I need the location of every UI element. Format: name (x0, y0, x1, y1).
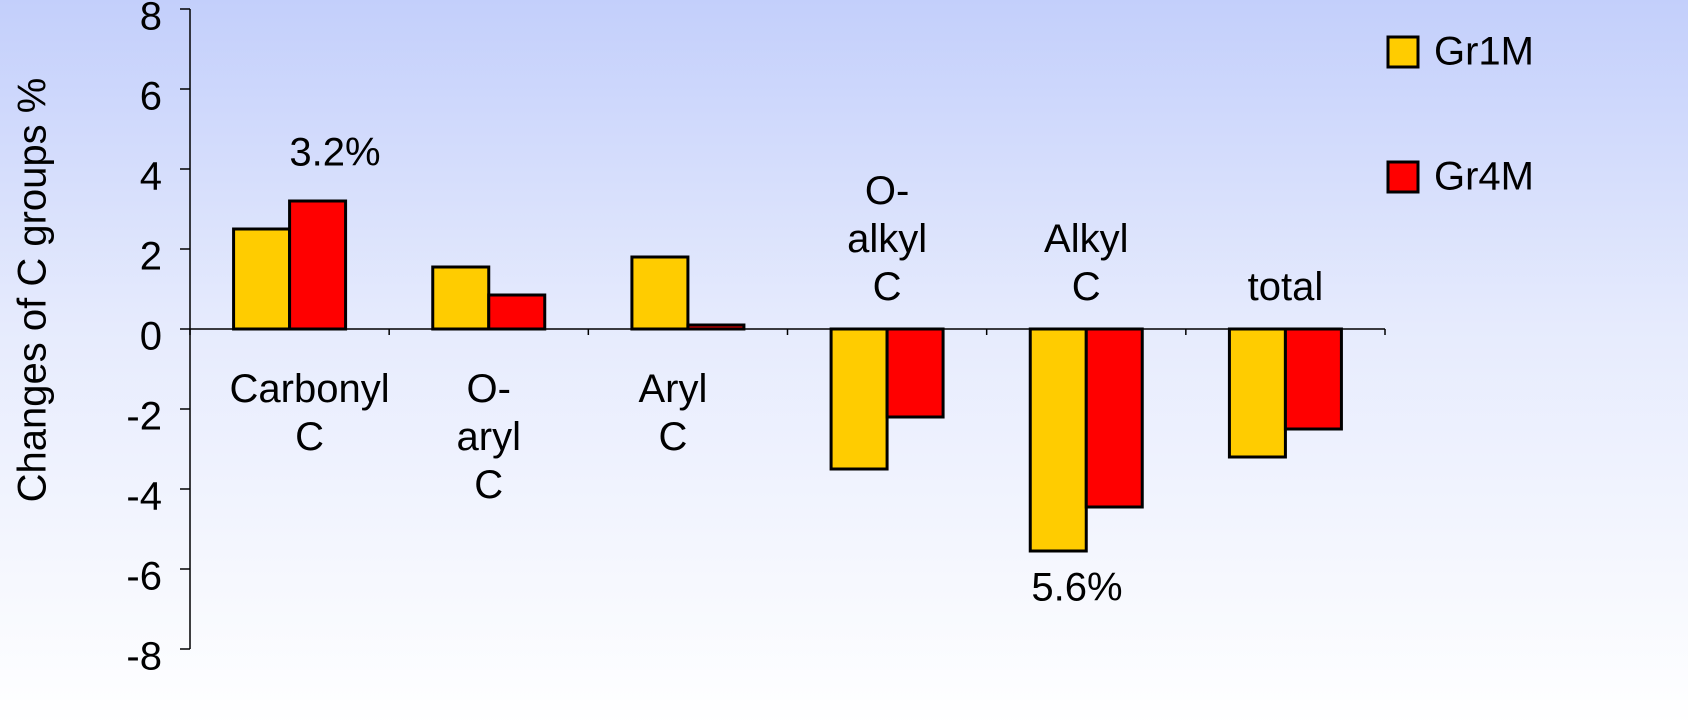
bar (232, 227, 292, 331)
x-tick-label: O-aryl C (456, 367, 521, 507)
y-tick-label: -4 (126, 475, 162, 519)
x-tick-label: Carbonyl C (229, 367, 390, 459)
y-tick-label: 8 (140, 0, 162, 39)
x-tick-label: total (1247, 265, 1324, 309)
annotation: 3.2% (289, 131, 380, 175)
legend-swatch (1386, 160, 1420, 194)
y-tick-label: 0 (140, 315, 162, 359)
annotation: 5.6% (1031, 566, 1122, 610)
legend-label: Gr4M (1434, 155, 1534, 199)
x-tick-label: O-alkyl C (847, 169, 928, 309)
bar (431, 265, 491, 331)
y-tick-label: -6 (126, 555, 162, 599)
bar (1227, 327, 1287, 459)
bar (1283, 327, 1343, 431)
y-tick-label: 2 (140, 235, 162, 279)
bar (487, 293, 547, 331)
x-tick-label: Alkyl C (1044, 217, 1129, 309)
legend-swatch (1386, 35, 1420, 69)
bar (630, 255, 690, 331)
x-tick-label: Aryl C (638, 367, 708, 459)
bar (1028, 327, 1088, 553)
legend-label: Gr1M (1434, 30, 1534, 74)
y-tick-label: 6 (140, 75, 162, 119)
bar (885, 327, 945, 419)
y-tick-label: -2 (126, 395, 162, 439)
bar (686, 323, 746, 331)
bar (829, 327, 889, 471)
y-tick-label: -8 (126, 635, 162, 679)
bar (288, 199, 348, 331)
y-tick-label: 4 (140, 155, 162, 199)
y-axis-label: Changes of C groups % (11, 78, 55, 503)
bar (1084, 327, 1144, 509)
